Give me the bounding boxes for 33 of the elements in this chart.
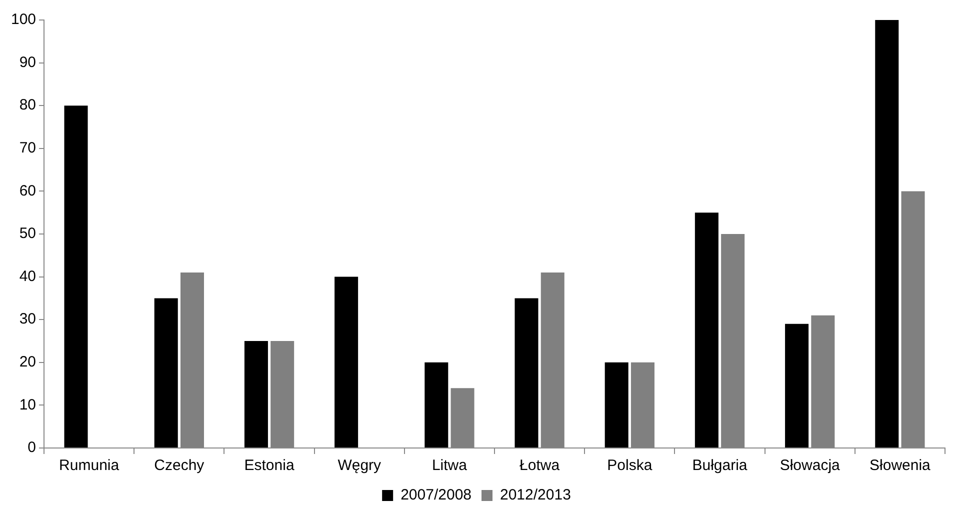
bar bbox=[694, 212, 718, 448]
x-tick-label: Rumunia bbox=[59, 457, 120, 474]
y-tick-label: 10 bbox=[19, 396, 36, 414]
x-tick-label: Polska bbox=[607, 457, 653, 474]
x-tick-label: Estonia bbox=[244, 457, 295, 474]
bar bbox=[785, 324, 809, 448]
x-tick-label: Czechy bbox=[154, 457, 205, 474]
x-tick-label: Węgry bbox=[338, 457, 382, 474]
y-tick-label: 20 bbox=[19, 354, 36, 371]
y-tick-label: 70 bbox=[19, 140, 36, 157]
y-tick-label: 60 bbox=[19, 182, 36, 200]
bar bbox=[424, 362, 448, 448]
y-tick-label: 100 bbox=[10, 11, 36, 28]
bar bbox=[875, 20, 899, 448]
x-tick-label: Słowacja bbox=[780, 457, 841, 474]
y-tick-label: 0 bbox=[28, 439, 36, 456]
y-tick-label: 50 bbox=[19, 225, 36, 242]
legend-label: 2012/2013 bbox=[500, 486, 571, 504]
bar bbox=[334, 276, 358, 448]
y-tick-label: 30 bbox=[19, 310, 36, 328]
bar bbox=[154, 298, 178, 448]
x-tick-label: Bułgaria bbox=[692, 457, 748, 474]
legend-label: 2007/2008 bbox=[400, 486, 472, 504]
y-tick-label: 40 bbox=[19, 268, 36, 285]
y-tick-label: 80 bbox=[19, 96, 36, 114]
bar bbox=[604, 362, 628, 448]
x-tick-label: Słowenia bbox=[870, 457, 932, 474]
y-tick-label: 90 bbox=[19, 54, 36, 71]
bar bbox=[64, 106, 88, 448]
x-tick-label: Łotwa bbox=[520, 457, 560, 474]
x-tick-label: Litwa bbox=[432, 457, 468, 474]
bar bbox=[244, 341, 268, 448]
bar bbox=[514, 298, 538, 448]
